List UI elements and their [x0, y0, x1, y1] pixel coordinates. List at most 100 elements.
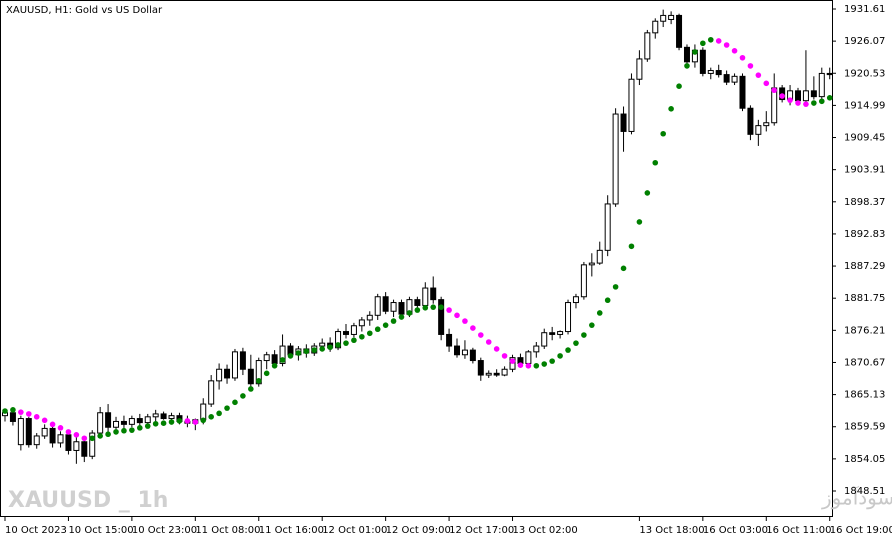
candle-body	[795, 90, 801, 102]
indicator-dot	[200, 417, 207, 424]
candle-body	[255, 360, 262, 385]
indicator-dot	[557, 353, 563, 359]
y-tick-label: 1914.99	[844, 100, 885, 111]
indicator-dot	[144, 423, 151, 429]
indicator-dot	[589, 322, 595, 328]
candle-body	[374, 296, 381, 316]
indicator-dot	[81, 435, 88, 442]
candle-body	[152, 413, 159, 418]
candle-body	[525, 351, 532, 364]
indicator-dot	[668, 106, 674, 112]
indicator-dot	[652, 159, 659, 166]
candle-body	[612, 113, 619, 205]
candle-body	[826, 72, 833, 76]
candle-body	[168, 415, 175, 420]
candle-body	[271, 354, 278, 364]
indicator-dot	[343, 340, 349, 346]
plot-frame	[0, 0, 833, 517]
indicator-dot	[731, 48, 738, 54]
candle-body	[263, 354, 270, 362]
candle-body	[731, 75, 738, 83]
candle-body	[660, 14, 667, 22]
indicator-dot	[684, 63, 690, 69]
candle-body	[580, 264, 587, 298]
candle-body	[65, 434, 72, 451]
indicator-dot	[73, 431, 80, 438]
candle-body	[422, 287, 429, 306]
candle-body	[208, 380, 215, 405]
indicator-dot	[89, 435, 96, 442]
candle-body	[33, 435, 40, 446]
y-tick-label: 1898.37	[844, 197, 885, 208]
candle-body	[89, 432, 96, 457]
indicator-dot	[707, 36, 714, 43]
indicator-dot	[279, 357, 286, 363]
x-tick-label: 16 Oct 03:00	[703, 525, 768, 536]
candle-body	[438, 299, 445, 335]
candle-body	[17, 418, 24, 446]
y-tick-label: 1892.83	[844, 229, 885, 240]
indicator-dot	[565, 347, 571, 353]
candle-body	[644, 32, 651, 60]
candle-body	[57, 434, 64, 444]
candle-body	[572, 296, 579, 304]
indicator-dot	[676, 83, 682, 89]
x-tick-label: 11 Oct 08:00	[195, 525, 260, 536]
indicator-dot	[390, 318, 397, 324]
watermark: XAUUSD _ 1h	[8, 488, 168, 513]
y-tick-label: 1926.07	[844, 36, 885, 47]
indicator-dot	[57, 425, 64, 431]
indicator-dot	[263, 370, 270, 377]
indicator-dot	[224, 405, 230, 411]
candle-body	[41, 427, 48, 437]
indicator-dot	[121, 427, 127, 434]
candle-body	[25, 418, 32, 446]
indicator-dot	[303, 348, 310, 355]
indicator-dot	[573, 340, 579, 346]
candle-body	[620, 113, 627, 132]
candle-body	[430, 287, 437, 301]
y-tick-label: 1848.51	[844, 486, 885, 497]
x-tick-label: 16 Oct 19:00	[830, 525, 892, 536]
candle-body	[160, 413, 167, 420]
candle-body	[747, 107, 754, 135]
x-tick-label: 10 Oct 23:00	[132, 525, 197, 536]
candle-body	[216, 368, 223, 382]
indicator-dot	[723, 42, 730, 48]
candle-body	[113, 420, 120, 428]
indicator-dot	[715, 38, 722, 44]
candle-body	[358, 319, 365, 327]
indicator-dot	[612, 284, 619, 290]
y-tick-label: 1931.61	[844, 4, 885, 15]
candle-body	[200, 403, 207, 421]
indicator-dot	[152, 420, 159, 427]
indicator-dot	[240, 393, 246, 399]
candle-body	[382, 296, 389, 312]
indicator-dot	[49, 421, 56, 428]
indicator-dot	[422, 304, 429, 311]
indicator-dot	[25, 411, 32, 417]
candle-body	[128, 418, 135, 425]
indicator-dot	[604, 297, 611, 304]
indicator-dot	[478, 332, 484, 338]
y-tick-label: 1920.53	[844, 68, 885, 79]
indicator-dot	[644, 190, 651, 196]
indicator-dot	[398, 314, 405, 320]
x-tick-label: 12 Oct 09:00	[386, 525, 451, 536]
candle-body	[366, 314, 373, 321]
candle-body	[588, 262, 595, 266]
candle-body	[231, 351, 238, 379]
indicator-dot	[2, 408, 8, 414]
y-tick-label: 1876.21	[844, 325, 885, 336]
indicator-dot	[787, 97, 793, 103]
candle-body	[493, 372, 500, 376]
candle-body	[398, 302, 405, 315]
indicator-dot	[446, 307, 452, 313]
candle-body	[557, 331, 564, 335]
indicator-dot	[541, 361, 548, 367]
candle-body	[771, 87, 778, 124]
indicator-dot	[803, 101, 809, 107]
candle-body	[9, 412, 16, 422]
indicator-dot	[33, 414, 40, 420]
